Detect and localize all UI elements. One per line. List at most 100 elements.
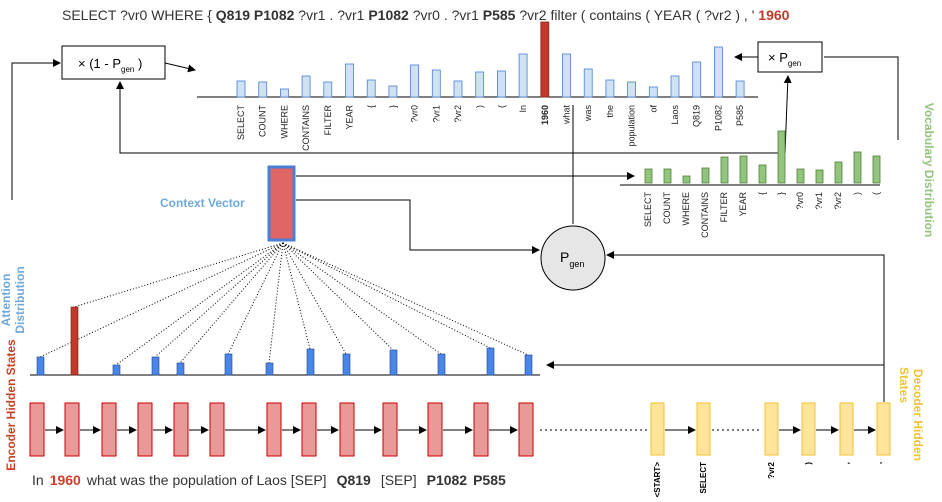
attention-bar [258, 81, 268, 98]
attention-label: Attention [0, 274, 13, 327]
vocab-token: } [776, 192, 786, 195]
decoder-cell [876, 402, 891, 456]
attention-link [268, 242, 284, 364]
vocab-token: ?vr1 [814, 192, 824, 210]
encoder-cell [339, 402, 355, 457]
input-token: Q819 [337, 472, 371, 488]
encoder-weight-bar [342, 353, 351, 376]
attention-bar [236, 80, 246, 98]
attention-token: ?vr1 [431, 105, 441, 123]
attention-link [154, 242, 284, 358]
encoder-weight-bar [151, 356, 160, 376]
decoder-label: Decoder Hidden [911, 369, 925, 461]
query-part: 1960 [758, 7, 789, 23]
context-label: Context Vector [160, 196, 245, 210]
one-minus-box [61, 45, 166, 80]
attention-bar [692, 61, 702, 98]
attention-bar [627, 81, 636, 98]
label: P [560, 249, 569, 265]
decoder-cell [801, 402, 816, 456]
query-part: ?vr2 filter ( contains ( YEAR ( ?vr2 ) ,… [515, 7, 758, 23]
attention-bar [583, 68, 593, 98]
vocab-token: SELECT [643, 192, 653, 228]
vocab-bar [739, 155, 748, 184]
vocab-bar [682, 175, 691, 184]
attention-bar [410, 64, 420, 98]
vocab-token: ) [852, 192, 862, 195]
vocab-token: ?vr2 [833, 192, 843, 210]
connectors [11, 53, 899, 431]
attention-token: 1960 [540, 105, 550, 125]
label: gen [788, 59, 801, 68]
attention-token: P1082 [713, 105, 723, 131]
vocab-bar [796, 168, 805, 184]
times-label: × Pgen [768, 50, 801, 68]
encoder-cell [101, 402, 117, 457]
attention-link [282, 242, 347, 355]
query: SELECT ?vr0 WHERE { Q819 P1082 ?vr1 . ?v… [62, 7, 790, 23]
attention-link [282, 242, 529, 356]
attention-bar [714, 46, 723, 98]
vocab-bar [853, 151, 862, 184]
decoder-cell [650, 402, 665, 456]
decoder-cell [839, 402, 854, 456]
attention-token: In [518, 105, 528, 113]
attention-token: ) [475, 105, 485, 108]
encoder-weight-bar [224, 353, 233, 376]
vocab-bar [663, 168, 672, 184]
attention-label: Distribution [13, 266, 27, 333]
vocab-label: Vocabulary Distribution [922, 103, 936, 237]
attention-bar [670, 75, 680, 98]
vocab-bar [834, 161, 843, 184]
label: gen [121, 65, 134, 74]
attention-bar [648, 86, 658, 98]
encoder-cell [427, 402, 443, 457]
vocab-token: { [757, 192, 767, 195]
vocab-token: WHERE [681, 192, 691, 226]
attention-bar [345, 63, 354, 98]
attention-link [73, 242, 284, 308]
vocab-token: ?vr0 [795, 192, 805, 210]
vocab-bar [644, 168, 653, 184]
query-part: ?vr0 . ?vr1 [409, 7, 483, 23]
vocab-bar [720, 156, 729, 184]
label: × (1 - P [78, 56, 121, 71]
attention-token: ?vr0 [410, 105, 420, 123]
decoder-cell [764, 402, 779, 456]
attention-bar [453, 80, 463, 98]
vocab-token: FILTER [719, 192, 729, 223]
encoder-cell [518, 402, 534, 457]
query-part: P585 [483, 7, 516, 23]
attention-token: what [562, 105, 572, 126]
input-token: In [32, 472, 44, 488]
decoder-token: , [842, 462, 851, 464]
encoder-weight-bar [389, 349, 398, 376]
attention-token: SELECT [236, 105, 246, 141]
decoder-label: States [897, 367, 911, 403]
vocab-bar [815, 169, 824, 184]
encoder-weight-bar [176, 362, 185, 376]
attention-link [282, 242, 394, 351]
attention-token: of [648, 105, 658, 113]
input-token: P585 [473, 472, 506, 488]
vocab-token: CONTAINS [700, 192, 710, 238]
encoder-cell [64, 402, 80, 457]
encoder-weight-bar [36, 356, 45, 376]
vocab-token: ( [871, 192, 881, 195]
encoder-cell [29, 402, 45, 457]
vocab-bar [758, 164, 767, 184]
attention-bar [562, 53, 571, 98]
attention-token: FILTER [323, 105, 333, 136]
attention-token: { [366, 105, 376, 108]
label: gen [569, 259, 584, 269]
encoder-weight-bar [486, 347, 495, 376]
attention-bar [388, 85, 398, 98]
query-part: SELECT ?vr0 WHERE { [62, 7, 216, 23]
attention-token: the [605, 105, 615, 118]
vocab-token: COUNT [662, 192, 672, 224]
attention-bar [366, 79, 376, 98]
attention-bar [605, 79, 615, 98]
encoder-weight-bar [437, 353, 446, 376]
query-part: ?vr1 . ?vr1 [294, 7, 368, 23]
